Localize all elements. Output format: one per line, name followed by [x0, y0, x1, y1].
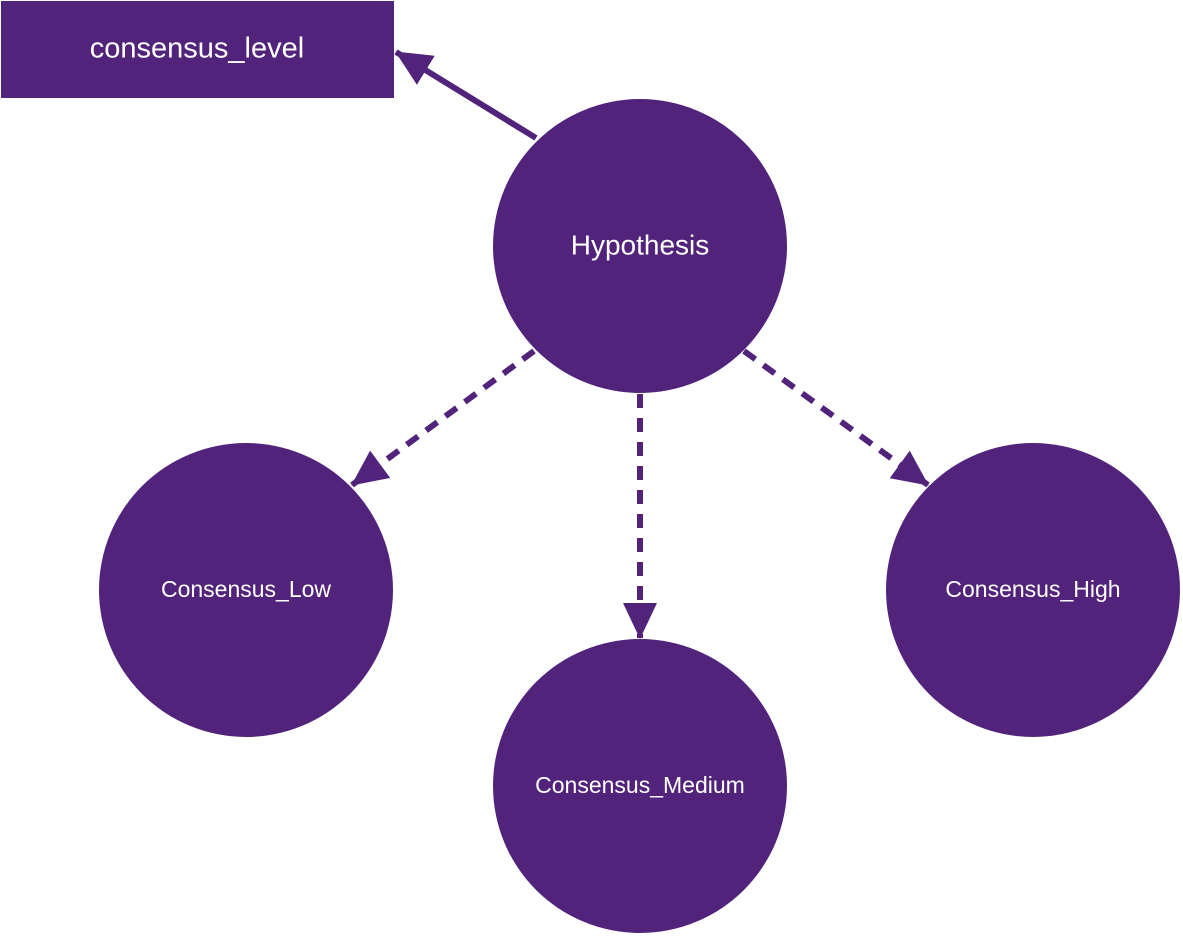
consensus-medium-label: Consensus_Medium [535, 772, 745, 798]
consensus-high-circle[interactable] [886, 443, 1180, 737]
consensus-low-circle[interactable] [99, 443, 393, 737]
hypothesis-label: Hypothesis [571, 229, 710, 260]
edges [350, 49, 930, 639]
consensus-low-label: Consensus_Low [161, 576, 331, 602]
node-consensus-high[interactable]: Consensus_High [886, 443, 1180, 737]
edge-hypothesis-to-low [350, 348, 536, 488]
node-consensus-low[interactable]: Consensus_Low [99, 443, 393, 737]
property-label: consensus_level [90, 33, 304, 65]
node-property[interactable]: consensus_level [1, 1, 394, 98]
edge-hypothesis-to-property [394, 49, 538, 141]
edge-hypothesis-to-high [742, 348, 930, 488]
property-box[interactable] [1, 1, 394, 98]
consensus-high-label: Consensus_High [945, 576, 1120, 602]
node-consensus-medium[interactable]: Consensus_Medium [493, 639, 787, 933]
hypothesis-circle[interactable] [493, 99, 787, 393]
consensus-medium-circle[interactable] [493, 639, 787, 933]
node-hypothesis[interactable]: Hypothesis [493, 99, 787, 393]
